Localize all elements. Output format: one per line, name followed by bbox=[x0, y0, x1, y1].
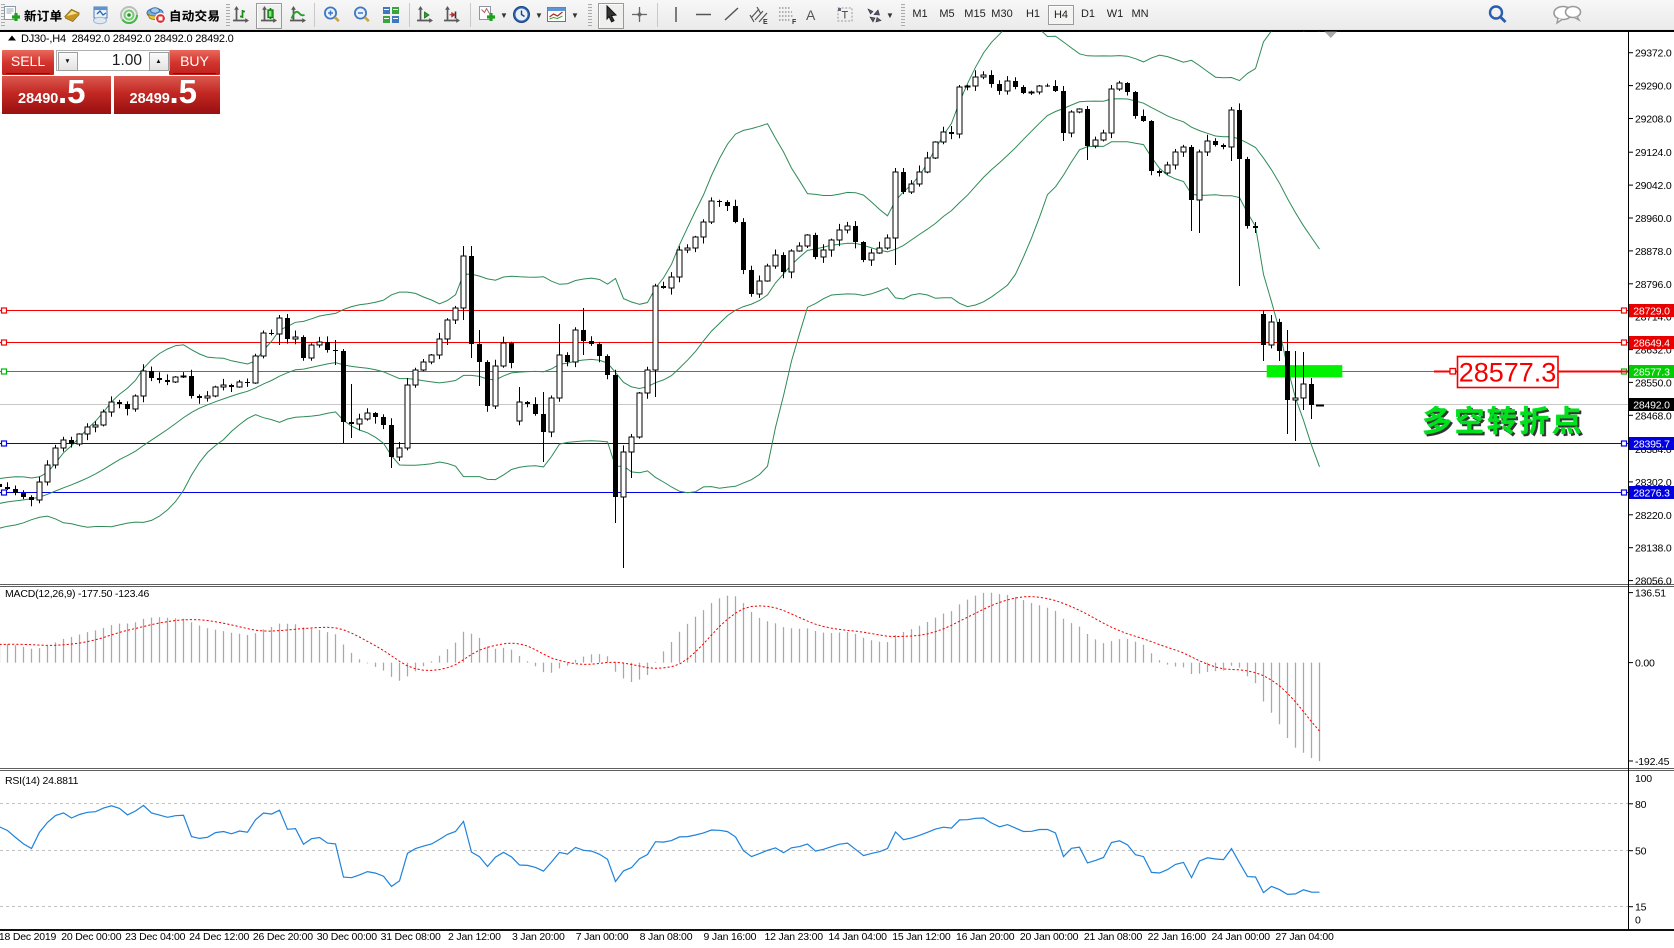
svg-text:0.00: 0.00 bbox=[1635, 658, 1655, 670]
svg-text:MACD(12,26,9) -177.50 -123.46: MACD(12,26,9) -177.50 -123.46 bbox=[5, 588, 150, 600]
svg-text:2 Jan 12:00: 2 Jan 12:00 bbox=[448, 931, 501, 943]
svg-text:28468.0: 28468.0 bbox=[1635, 410, 1672, 422]
svg-text:28138.0: 28138.0 bbox=[1635, 543, 1672, 555]
svg-text:28878.0: 28878.0 bbox=[1635, 246, 1672, 258]
svg-text:29124.0: 29124.0 bbox=[1635, 147, 1672, 159]
svg-text:28960.0: 28960.0 bbox=[1635, 213, 1672, 225]
svg-text:22 Jan 16:00: 22 Jan 16:00 bbox=[1148, 931, 1207, 943]
svg-text:28220.0: 28220.0 bbox=[1635, 510, 1672, 522]
svg-text:24 Dec 12:00: 24 Dec 12:00 bbox=[189, 931, 249, 943]
svg-text:100: 100 bbox=[1635, 773, 1652, 785]
svg-text:RSI(14) 24.8811: RSI(14) 24.8811 bbox=[5, 775, 79, 787]
svg-text:28302.0: 28302.0 bbox=[1635, 477, 1672, 489]
svg-text:26 Dec 20:00: 26 Dec 20:00 bbox=[253, 931, 313, 943]
svg-text:29042.0: 29042.0 bbox=[1635, 180, 1672, 192]
svg-text:50: 50 bbox=[1635, 846, 1647, 858]
svg-text:28577.3: 28577.3 bbox=[1633, 367, 1670, 379]
svg-text:18 Dec 2019: 18 Dec 2019 bbox=[0, 931, 57, 943]
svg-text:24 Jan 00:00: 24 Jan 00:00 bbox=[1212, 931, 1271, 943]
svg-text:28729.0: 28729.0 bbox=[1633, 306, 1670, 318]
svg-text:T: T bbox=[842, 10, 849, 22]
svg-text:29290.0: 29290.0 bbox=[1635, 81, 1672, 93]
svg-text:3 Jan 20:00: 3 Jan 20:00 bbox=[512, 931, 565, 943]
svg-text:0: 0 bbox=[1635, 914, 1641, 926]
svg-text:28550.0: 28550.0 bbox=[1635, 377, 1672, 389]
svg-text:14 Jan 04:00: 14 Jan 04:00 bbox=[828, 931, 887, 943]
svg-text:28649.4: 28649.4 bbox=[1633, 338, 1670, 350]
svg-text:23 Dec 04:00: 23 Dec 04:00 bbox=[125, 931, 185, 943]
svg-text:15 Jan 12:00: 15 Jan 12:00 bbox=[892, 931, 951, 943]
svg-text:20 Dec 00:00: 20 Dec 00:00 bbox=[61, 931, 121, 943]
svg-text:28056.0: 28056.0 bbox=[1635, 576, 1672, 588]
svg-text:21 Jan 08:00: 21 Jan 08:00 bbox=[1084, 931, 1143, 943]
svg-text:12 Jan 23:00: 12 Jan 23:00 bbox=[765, 931, 824, 943]
svg-text:DJ30-,H4 28492.0 28492.0 2849: DJ30-,H4 28492.0 28492.0 28492.0 28492.0 bbox=[21, 33, 234, 45]
svg-text:28492.0: 28492.0 bbox=[1633, 400, 1670, 412]
svg-text:16 Jan 20:00: 16 Jan 20:00 bbox=[956, 931, 1015, 943]
svg-text:8 Jan 08:00: 8 Jan 08:00 bbox=[640, 931, 693, 943]
svg-text:136.51: 136.51 bbox=[1635, 588, 1666, 600]
svg-text:29372.0: 29372.0 bbox=[1635, 48, 1672, 60]
svg-text:31 Dec 08:00: 31 Dec 08:00 bbox=[381, 931, 441, 943]
svg-text:-192.45: -192.45 bbox=[1635, 756, 1670, 768]
svg-text:15: 15 bbox=[1635, 902, 1647, 914]
svg-text:28577.3: 28577.3 bbox=[1459, 358, 1557, 388]
svg-text:28276.3: 28276.3 bbox=[1633, 488, 1670, 500]
svg-text:80: 80 bbox=[1635, 799, 1647, 811]
svg-text:E: E bbox=[763, 19, 768, 25]
svg-text:27 Jan 04:00: 27 Jan 04:00 bbox=[1275, 931, 1334, 943]
svg-text:29208.0: 29208.0 bbox=[1635, 114, 1672, 126]
svg-text:F: F bbox=[792, 19, 797, 25]
svg-text:20 Jan 00:00: 20 Jan 00:00 bbox=[1020, 931, 1079, 943]
svg-text:9 Jan 16:00: 9 Jan 16:00 bbox=[704, 931, 757, 943]
svg-text:30 Dec 00:00: 30 Dec 00:00 bbox=[317, 931, 377, 943]
svg-text:28395.7: 28395.7 bbox=[1633, 439, 1670, 451]
svg-text:7 Jan 00:00: 7 Jan 00:00 bbox=[576, 931, 629, 943]
svg-text:28796.0: 28796.0 bbox=[1635, 279, 1672, 291]
